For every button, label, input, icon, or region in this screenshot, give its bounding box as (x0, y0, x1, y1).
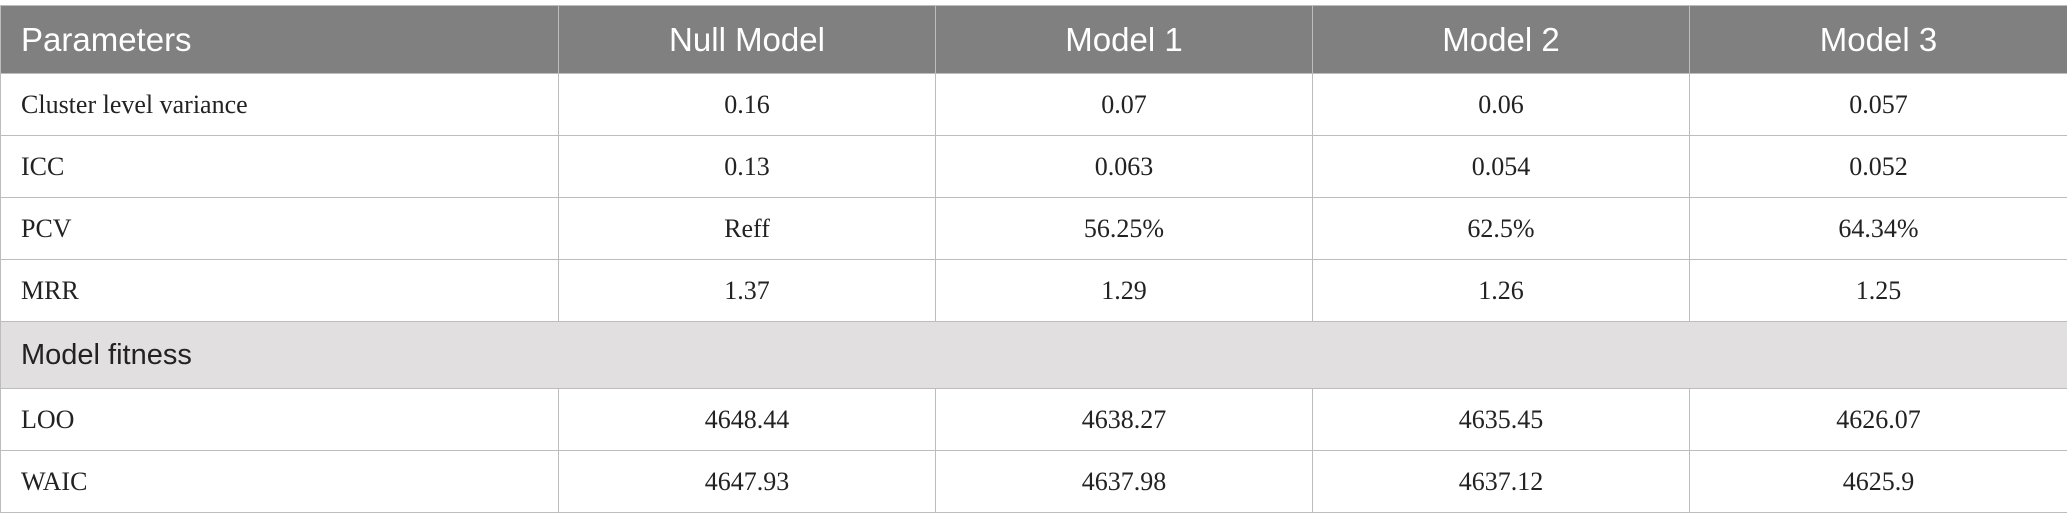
table-row: Cluster level variance 0.16 0.07 0.06 0.057 (0, 73, 2067, 136)
section-row: Model fitness (0, 321, 2067, 389)
row-label: LOO (0, 388, 559, 451)
value-cell: 0.052 (1689, 135, 2067, 198)
value-cell: 0.063 (935, 135, 1313, 198)
value-cell: 4647.93 (558, 450, 936, 513)
value-cell: 4626.07 (1689, 388, 2067, 451)
value-cell: 1.26 (1312, 259, 1690, 322)
table-body: Cluster level variance 0.16 0.07 0.06 0.057 I… (0, 73, 2067, 513)
value-cell: 4638.27 (935, 388, 1313, 451)
value-cell: 4648.44 (558, 388, 936, 451)
value-cell: 4637.12 (1312, 450, 1690, 513)
value-cell: 0.13 (558, 135, 936, 198)
header-cell: Model 3 (1689, 5, 2067, 74)
table-row: MRR 1.37 1.29 1.26 1.25 (0, 259, 2067, 322)
row-label: PCV (0, 197, 559, 260)
value-cell: 0.16 (558, 73, 936, 136)
header-row: Parameters Null Model Model 1 Model 2 Model … (0, 5, 2067, 74)
value-cell: 1.25 (1689, 259, 2067, 322)
table-row: ICC 0.13 0.063 0.054 0.052 (0, 135, 2067, 198)
value-cell: 64.34% (1689, 197, 2067, 260)
header-cell: Null Model (558, 5, 936, 74)
table-row: PCV Reff 56.25% 62.5% 64.34% (0, 197, 2067, 260)
value-cell: 56.25% (935, 197, 1313, 260)
value-cell: 0.054 (1312, 135, 1690, 198)
value-cell: 0.07 (935, 73, 1313, 136)
table-row: LOO 4648.44 4638.27 4635.45 4626.07 (0, 388, 2067, 451)
row-label: Cluster level variance (0, 73, 559, 136)
value-cell: 0.057 (1689, 73, 2067, 136)
results-table: Parameters Null Model Model 1 Model 2 Model … (0, 5, 2067, 513)
value-cell: 0.06 (1312, 73, 1690, 136)
header-cell: Model 1 (935, 5, 1313, 74)
value-cell: 4637.98 (935, 450, 1313, 513)
row-label: MRR (0, 259, 559, 322)
header-cell: Parameters (0, 5, 559, 74)
header-cell: Model 2 (1312, 5, 1690, 74)
value-cell: 1.37 (558, 259, 936, 322)
table-row: WAIC 4647.93 4637.98 4637.12 4625.9 (0, 450, 2067, 513)
section-label: Model fitness (0, 321, 2067, 389)
value-cell: 4625.9 (1689, 450, 2067, 513)
value-cell: 1.29 (935, 259, 1313, 322)
row-label: WAIC (0, 450, 559, 513)
value-cell: 62.5% (1312, 197, 1690, 260)
value-cell: Reff (558, 197, 936, 260)
row-label: ICC (0, 135, 559, 198)
value-cell: 4635.45 (1312, 388, 1690, 451)
